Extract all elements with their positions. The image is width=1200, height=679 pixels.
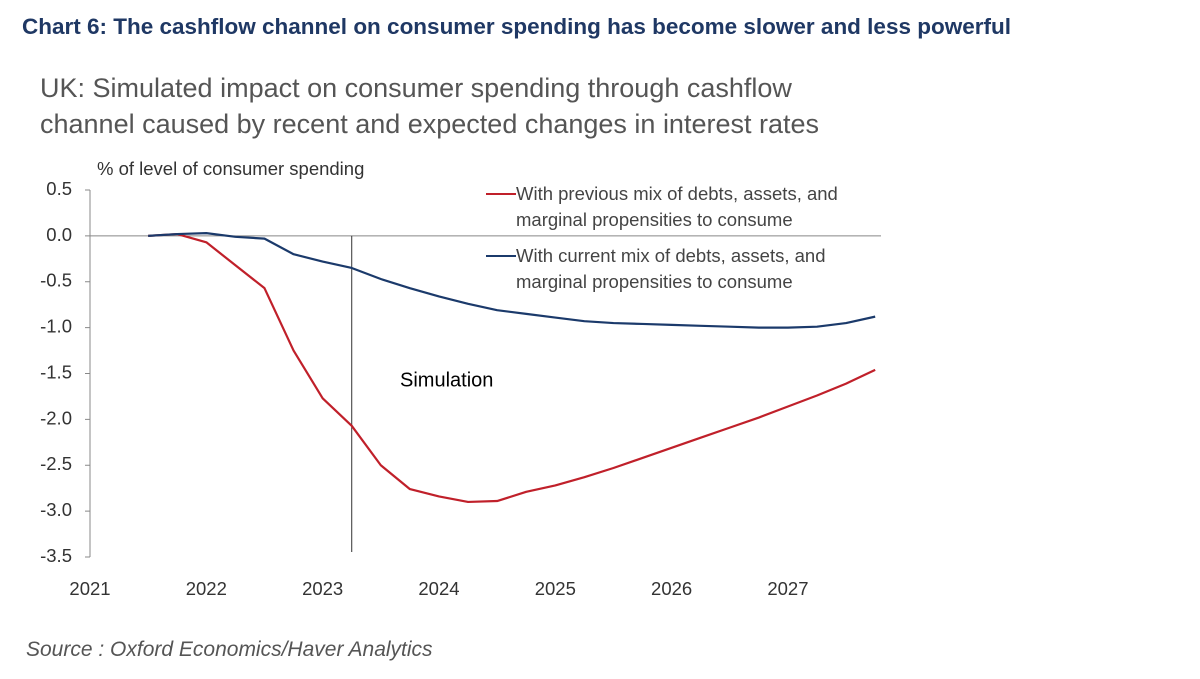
x-tick-label: 2025 xyxy=(535,578,576,599)
y-tick-label: 0.5 xyxy=(46,178,72,199)
y-axis-label: % of level of consumer spending xyxy=(97,158,364,179)
legend-label: With previous mix of debts, assets, and … xyxy=(516,183,838,230)
y-tick-label: -0.5 xyxy=(40,270,72,291)
y-tick-label: -1.5 xyxy=(40,361,72,382)
series-line xyxy=(148,232,876,504)
y-tick-label: 0.0 xyxy=(46,224,72,245)
x-tick-label: 2021 xyxy=(69,578,110,599)
x-tick-label: 2024 xyxy=(418,578,459,599)
legend-entry: With current mix of debts, assets, and m… xyxy=(486,243,901,295)
x-tick-label: 2026 xyxy=(651,578,692,599)
y-tick-label: -2.5 xyxy=(40,453,72,474)
chart-title: Chart 6: The cashflow channel on consume… xyxy=(22,14,1011,39)
legend-label: With current mix of debts, assets, and m… xyxy=(516,245,826,292)
y-tick-label: -2.0 xyxy=(40,407,72,428)
y-tick-label: -1.0 xyxy=(40,316,72,337)
legend-entry: With previous mix of debts, assets, and … xyxy=(486,181,901,233)
x-tick-label: 2023 xyxy=(302,578,343,599)
series-line xyxy=(148,232,876,329)
x-tick-label: 2022 xyxy=(186,578,227,599)
x-tick-label: 2027 xyxy=(767,578,808,599)
annotation: Simulation xyxy=(400,369,493,391)
legend-swatch xyxy=(486,255,516,257)
y-tick-label: -3.0 xyxy=(40,499,72,520)
source: Source : Oxford Economics/Haver Analytic… xyxy=(26,638,433,661)
legend-swatch xyxy=(486,193,516,195)
y-tick-label: -3.5 xyxy=(40,545,72,566)
chart-subtitle: UK: Simulated impact on consumer spendin… xyxy=(40,73,820,139)
